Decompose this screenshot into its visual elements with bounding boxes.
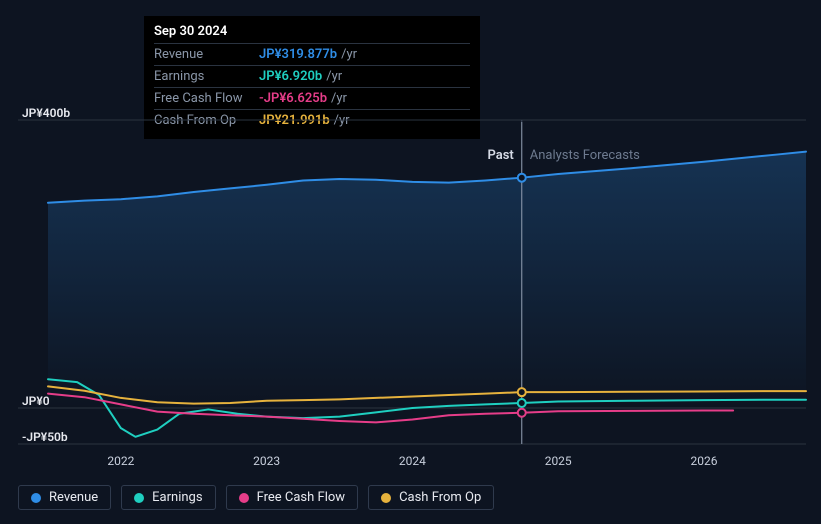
x-axis-label: 2024 [399, 454, 426, 468]
tooltip-row-value: JP¥6.920b [259, 69, 322, 84]
y-axis-label: -JP¥50b [22, 430, 68, 444]
tooltip-row-value: JP¥319.877b [259, 47, 337, 62]
legend-label: Earnings [152, 490, 202, 505]
tooltip-row-suffix: /yr [326, 69, 342, 84]
x-axis-label: 2026 [690, 454, 717, 468]
legend: Revenue Earnings Free Cash Flow Cash From O… [18, 485, 494, 510]
legend-swatch [381, 493, 391, 503]
tooltip-row-label: Revenue [154, 47, 259, 62]
tooltip-date: Sep 30 2024 [154, 24, 470, 39]
tooltip-row-suffix: /yr [341, 47, 357, 62]
tooltip-row-suffix: /yr [331, 91, 347, 106]
legend-label: Free Cash Flow [257, 490, 345, 505]
section-label-past: Past [487, 148, 513, 163]
x-axis-label: 2022 [107, 454, 134, 468]
legend-swatch [134, 493, 144, 503]
section-label-forecast: Analysts Forecasts [530, 148, 640, 163]
y-axis-label: JP¥0 [22, 394, 50, 408]
tooltip-row: EarningsJP¥6.920b/yr [154, 65, 470, 87]
legend-item-fcf[interactable]: Free Cash Flow [226, 485, 358, 510]
legend-item-cfo[interactable]: Cash From Op [368, 485, 494, 510]
earnings-chart[interactable]: JP¥400bJP¥0-JP¥50b 20222023202420252026 … [18, 120, 806, 470]
legend-swatch [239, 493, 249, 503]
legend-swatch [31, 493, 41, 503]
legend-item-revenue[interactable]: Revenue [18, 485, 111, 510]
legend-item-earnings[interactable]: Earnings [121, 485, 215, 510]
x-axis-label: 2023 [253, 454, 280, 468]
tooltip-row: RevenueJP¥319.877b/yr [154, 43, 470, 65]
legend-label: Cash From Op [399, 490, 481, 505]
tooltip-row: Free Cash Flow-JP¥6.625b/yr [154, 87, 470, 109]
tooltip-row-value: -JP¥6.625b [259, 91, 327, 106]
legend-label: Revenue [49, 490, 98, 505]
tooltip-row-label: Free Cash Flow [154, 91, 259, 106]
x-axis-label: 2025 [545, 454, 572, 468]
tooltip-row-label: Earnings [154, 69, 259, 84]
y-axis-label: JP¥400b [22, 106, 70, 120]
